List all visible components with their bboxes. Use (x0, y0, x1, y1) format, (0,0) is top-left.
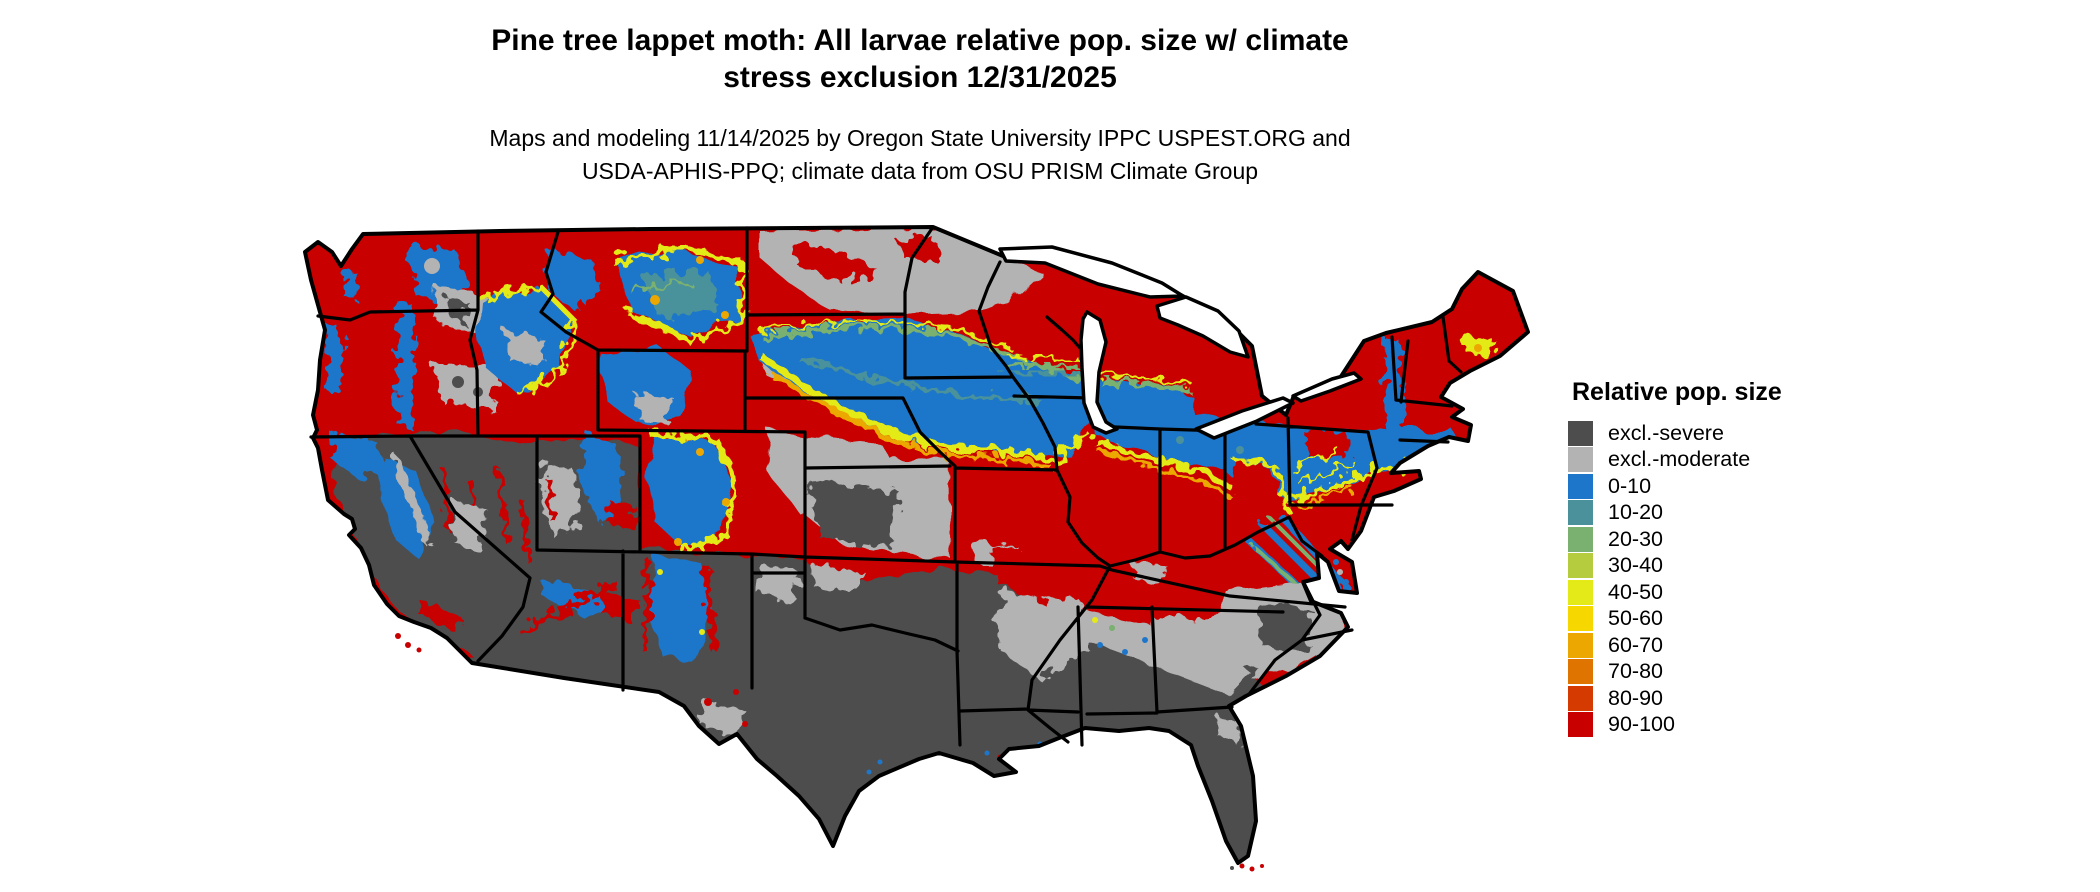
conus-outline (303, 225, 1530, 865)
lake-michigan (1079, 310, 1119, 435)
legend-item-label: 80-90 (1608, 685, 1663, 710)
lake-erie (1194, 396, 1295, 440)
legend-item: 70-80 (1568, 659, 1848, 686)
legend-swatch (1568, 420, 1593, 446)
subtitle: Maps and modeling 11/14/2025 by Oregon S… (0, 122, 1840, 188)
channel-islands (395, 633, 422, 653)
legend-item-label: 30-40 (1608, 553, 1663, 578)
lake-ontario (1291, 371, 1363, 403)
legend-swatch (1568, 632, 1593, 658)
legend-item: 20-30 (1568, 526, 1848, 553)
title-line-2: stress exclusion 12/31/2025 (723, 61, 1117, 94)
legend-swatch (1568, 447, 1593, 473)
legend-item-label: 40-50 (1608, 579, 1663, 604)
legend-item: 30-40 (1568, 553, 1848, 580)
raster-fill-layer (305, 227, 1528, 863)
legend-item: 60-70 (1568, 632, 1848, 659)
legend-swatch (1568, 659, 1593, 685)
legend-swatch (1568, 712, 1593, 738)
legend-swatch (1568, 473, 1593, 499)
legend-item-label: 70-80 (1608, 659, 1663, 684)
legend-swatch (1568, 685, 1593, 711)
legend-item-label: 90-100 (1608, 712, 1675, 737)
legend-swatch (1568, 500, 1593, 526)
state-borders (309, 225, 1463, 747)
legend-item-label: excl.-moderate (1608, 447, 1751, 472)
legend-item: 10-20 (1568, 500, 1848, 527)
legend-item: 80-90 (1568, 685, 1848, 712)
us-map (303, 225, 1530, 872)
legend-item-label: 10-20 (1608, 500, 1663, 525)
legend-swatch (1568, 606, 1593, 632)
legend-item: excl.-moderate (1568, 447, 1848, 474)
legend-item-label: 50-60 (1608, 606, 1663, 631)
florida-keys (1230, 863, 1264, 872)
legend-item: 40-50 (1568, 579, 1848, 606)
legend-item: 50-60 (1568, 606, 1848, 633)
lake-huron (1155, 295, 1250, 359)
page-title: Pine tree lappet moth: All larvae relati… (0, 22, 1840, 96)
legend-title: Relative pop. size (1572, 378, 1782, 406)
legend-swatch (1568, 553, 1593, 579)
lake-superior (998, 245, 1185, 299)
legend-item: 90-100 (1568, 712, 1848, 739)
legend-item-label: 20-30 (1608, 526, 1663, 551)
legend-item: excl.-severe (1568, 420, 1848, 447)
legend: Relative pop. size excl.-severe excl.-mo… (1568, 378, 1848, 738)
legend-item: 0-10 (1568, 473, 1848, 500)
raster-north-moderate (760, 227, 1042, 316)
legend-item-label: excl.-severe (1608, 420, 1724, 445)
legend-swatch (1568, 579, 1593, 605)
subtitle-line-2: USDA-APHIS-PPQ; climate data from OSU PR… (581, 158, 1259, 184)
legend-item-label: 60-70 (1608, 632, 1663, 657)
legend-swatch (1568, 526, 1593, 552)
legend-item-label: 0-10 (1608, 473, 1652, 498)
legend-items: excl.-severe excl.-moderate 0-10 10-20 2… (1568, 420, 1848, 738)
subtitle-line-1: Maps and modeling 11/14/2025 by Oregon S… (489, 125, 1351, 151)
great-lakes (998, 245, 1363, 440)
title-line-1: Pine tree lappet moth: All larvae relati… (491, 24, 1349, 57)
